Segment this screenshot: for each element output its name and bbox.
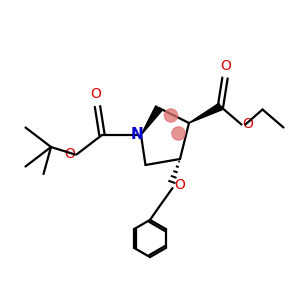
Text: O: O xyxy=(64,147,75,161)
Polygon shape xyxy=(189,103,222,123)
Text: O: O xyxy=(243,117,254,131)
Polygon shape xyxy=(141,106,162,135)
Text: O: O xyxy=(220,58,231,73)
Circle shape xyxy=(172,127,185,140)
Text: O: O xyxy=(91,87,101,101)
Text: O: O xyxy=(175,178,185,192)
Text: N: N xyxy=(130,127,143,142)
Circle shape xyxy=(164,109,178,122)
